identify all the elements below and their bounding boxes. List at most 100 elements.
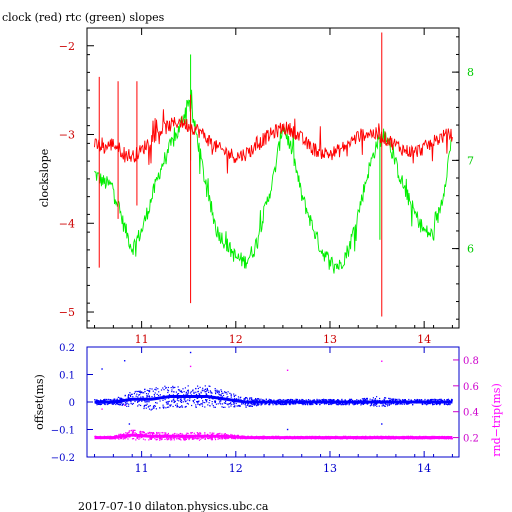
offset-series-point: [172, 387, 174, 389]
top-y2-tick-label: 8: [467, 66, 474, 79]
offset-series-point: [289, 399, 291, 401]
bottom-y2-axis-label: rnd−trip(ms): [490, 383, 503, 457]
offset-series-point: [117, 403, 119, 405]
offset-series-point: [178, 406, 181, 408]
offset-series-point: [173, 401, 175, 404]
offset-series-point: [200, 403, 202, 405]
offset-series-point: [185, 392, 187, 394]
offset-series-point: [144, 401, 146, 403]
offset-series-point: [109, 399, 112, 401]
offset-series-point: [245, 406, 247, 408]
offset-series-point: [144, 388, 146, 390]
offset-series-point: [96, 399, 98, 401]
offset-series-point: [376, 403, 378, 405]
rndtrip-series-point: [133, 438, 135, 440]
offset-series-point: [209, 390, 211, 392]
offset-series-point: [259, 399, 261, 401]
offset-series-point: [140, 404, 142, 407]
offset-series-point: [376, 405, 378, 407]
rndtrip-series-point: [190, 437, 192, 439]
offset-series-point: [202, 401, 204, 403]
offset-series-point: [348, 404, 350, 406]
rndtrip-series-point: [211, 432, 213, 434]
offset-series-point: [357, 403, 359, 405]
offset-series-point: [194, 399, 196, 401]
offset-series-point: [124, 404, 127, 406]
rndtrip-series-point: [120, 437, 122, 439]
rndtrip-series-point: [176, 433, 178, 435]
offset-series-point: [145, 401, 147, 403]
offset-series-point: [127, 396, 129, 398]
offset-series-outlier: [128, 423, 131, 425]
rndtrip-series-point: [171, 439, 173, 441]
rndtrip-series-point: [219, 432, 221, 434]
offset-series-point: [425, 403, 427, 405]
top-x-tick-label: 11: [135, 333, 149, 346]
rndtrip-series-point: [183, 439, 185, 441]
offset-series-point: [220, 394, 222, 396]
offset-series-point: [330, 399, 332, 401]
offset-series-point: [220, 403, 222, 405]
offset-series-point: [304, 404, 306, 406]
offset-series-point: [159, 407, 161, 409]
bottom-y-tick-label: 0.2: [59, 343, 75, 354]
rndtrip-series-point: [139, 431, 141, 433]
offset-series-point: [209, 399, 211, 401]
offset-series-point: [427, 403, 429, 405]
offset-series-point: [275, 403, 278, 405]
offset-series-point: [170, 404, 172, 406]
offset-series-point: [176, 399, 178, 401]
offset-series-point: [351, 399, 354, 401]
offset-series-point: [256, 404, 258, 406]
offset-series-point: [207, 404, 209, 406]
offset-series-point: [439, 403, 441, 405]
rndtrip-series-point: [148, 439, 150, 441]
offset-series-point: [184, 406, 186, 408]
rndtrip-series-point: [114, 435, 116, 437]
offset-series-point: [372, 397, 374, 399]
offset-series-point: [142, 396, 144, 398]
rndtrip-series-point: [191, 437, 194, 439]
offset-series-point: [244, 397, 247, 399]
offset-series-point: [319, 399, 321, 401]
offset-series-point: [94, 399, 96, 401]
rndtrip-series-point: [147, 432, 149, 434]
offset-series-point: [135, 390, 137, 392]
offset-series-point: [284, 403, 287, 405]
offset-series-point: [439, 398, 441, 400]
rndtrip-series-point: [167, 439, 169, 441]
offset-series-point: [204, 406, 206, 408]
offset-series-point: [341, 404, 343, 406]
offset-series-point: [376, 396, 378, 398]
rndtrip-series-point: [198, 437, 200, 440]
offset-series-point: [374, 399, 377, 401]
offset-series-point: [181, 399, 183, 402]
offset-series-point: [195, 388, 197, 390]
offset-series-point: [370, 403, 372, 405]
offset-series-point: [158, 391, 160, 393]
offset-series-point: [424, 398, 426, 401]
rndtrip-series-point: [124, 438, 126, 440]
offset-series-point: [205, 400, 207, 402]
offset-series-point: [278, 403, 280, 405]
offset-series-point: [137, 405, 139, 407]
offset-series-outlier: [381, 423, 383, 425]
offset-series-point: [407, 403, 409, 405]
offset-series-point: [373, 405, 375, 407]
rndtrip-series-point: [216, 433, 218, 435]
offset-series-point: [181, 405, 183, 407]
rndtrip-series-point: [209, 432, 211, 434]
offset-series-point: [166, 406, 169, 408]
rndtrip-series-point: [207, 433, 209, 435]
offset-series-point: [168, 406, 170, 408]
offset-series-point: [139, 390, 141, 392]
rndtrip-series-point: [122, 434, 124, 436]
offset-series-point: [247, 404, 249, 406]
offset-series-point: [376, 399, 378, 401]
offset-series-point: [392, 399, 394, 401]
offset-series-point: [185, 400, 187, 402]
offset-series-point: [158, 394, 160, 397]
offset-series-point: [243, 398, 245, 400]
offset-series-point: [140, 396, 142, 398]
